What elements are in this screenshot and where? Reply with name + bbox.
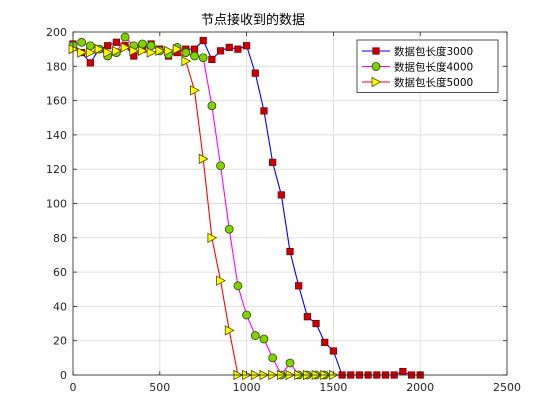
series-1-point bbox=[329, 347, 338, 355]
y-tick-label: 180 bbox=[46, 60, 67, 73]
series-2-point bbox=[138, 39, 147, 49]
y-tick-label: 160 bbox=[46, 95, 67, 108]
x-tick-label: 1500 bbox=[319, 381, 347, 394]
series-3-point bbox=[146, 47, 157, 58]
series-1-point bbox=[321, 338, 329, 347]
y-tick-label: 40 bbox=[53, 300, 67, 313]
series-1-point bbox=[312, 319, 320, 328]
series-1-point bbox=[234, 45, 242, 53]
series-3-point bbox=[103, 47, 114, 58]
series-1-point bbox=[199, 36, 207, 45]
series-1-point bbox=[303, 313, 311, 321]
series-3-point bbox=[129, 45, 140, 57]
series-3-point bbox=[181, 55, 192, 67]
series-2-point bbox=[250, 331, 260, 340]
legend-item-1: 数据包长度3000 bbox=[362, 45, 473, 58]
series-1-point bbox=[251, 69, 259, 77]
series-2-point bbox=[190, 51, 199, 61]
series-2-point bbox=[198, 53, 208, 63]
series-2-point bbox=[207, 101, 217, 111]
series-1-point bbox=[269, 158, 277, 166]
series-2-point bbox=[85, 41, 95, 51]
x-tick-label: 0 bbox=[70, 381, 77, 394]
series-1-point bbox=[286, 247, 294, 256]
series-3-point bbox=[164, 45, 174, 57]
x-tick-label: 2500 bbox=[493, 381, 521, 394]
series-1-point bbox=[399, 367, 407, 376]
series-2-point bbox=[216, 161, 225, 171]
series-3-point bbox=[120, 42, 131, 53]
series-2-point bbox=[146, 41, 156, 51]
series-3-point bbox=[94, 43, 105, 55]
series-3-point bbox=[155, 45, 166, 57]
series-1-point bbox=[86, 59, 94, 67]
series-1-point bbox=[104, 42, 112, 50]
legend-marker bbox=[372, 47, 380, 55]
legend-marker bbox=[371, 76, 382, 88]
series-1-point bbox=[225, 43, 233, 52]
series-1-point bbox=[208, 55, 216, 64]
series-3-point bbox=[112, 45, 122, 57]
series-3-point bbox=[207, 232, 218, 243]
series-1-point bbox=[295, 282, 303, 290]
legend: 数据包长度3000 数据包长度4000 数据包长度5000 bbox=[356, 39, 499, 93]
series-1-point bbox=[277, 191, 285, 199]
legend-item-3: 数据包长度5000 bbox=[362, 76, 473, 89]
series-3-point bbox=[85, 47, 96, 58]
series-1-point bbox=[190, 45, 199, 53]
series-2-point bbox=[259, 334, 269, 344]
legend-label: 数据包长度3000 bbox=[394, 45, 473, 58]
series-3-point bbox=[198, 153, 209, 165]
legend-item-2: 数据包长度4000 bbox=[362, 61, 473, 74]
series-2-point bbox=[242, 310, 252, 320]
legend-marker bbox=[371, 62, 381, 71]
legend-label: 数据包长度5000 bbox=[394, 76, 473, 89]
chart-title: 节点接收到的数据 bbox=[201, 12, 305, 28]
y-tick-label: 0 bbox=[60, 369, 67, 382]
series-2-point bbox=[233, 281, 243, 291]
x-tick-label: 2000 bbox=[406, 381, 434, 394]
series-2-point bbox=[77, 37, 87, 47]
series-2-point bbox=[181, 48, 191, 57]
series-3-point bbox=[216, 275, 226, 286]
series-2-point bbox=[224, 224, 234, 234]
series-3-point bbox=[138, 45, 148, 57]
series-3-point bbox=[172, 43, 183, 55]
y-tick-label: 80 bbox=[53, 232, 67, 245]
series-3-point bbox=[224, 325, 235, 336]
series-1-point bbox=[112, 38, 120, 46]
y-tick-label: 140 bbox=[46, 129, 67, 142]
y-tick-label: 20 bbox=[53, 335, 67, 348]
x-tick-label: 500 bbox=[149, 381, 170, 394]
y-tick-label: 200 bbox=[46, 26, 67, 39]
series-3-point bbox=[190, 85, 200, 96]
x-tick-label: 1000 bbox=[233, 381, 261, 394]
series-2-point bbox=[268, 353, 278, 363]
series-3-point bbox=[77, 47, 88, 58]
series-2-point bbox=[120, 32, 130, 42]
series-1-point bbox=[216, 47, 225, 55]
series-2-point bbox=[285, 358, 295, 368]
y-tick-label: 60 bbox=[53, 266, 67, 279]
y-tick-label: 100 bbox=[46, 198, 67, 211]
series-1-point bbox=[260, 107, 268, 115]
series-1-point bbox=[242, 42, 251, 50]
legend-label: 数据包长度4000 bbox=[394, 61, 473, 74]
y-tick-label: 120 bbox=[46, 163, 67, 176]
